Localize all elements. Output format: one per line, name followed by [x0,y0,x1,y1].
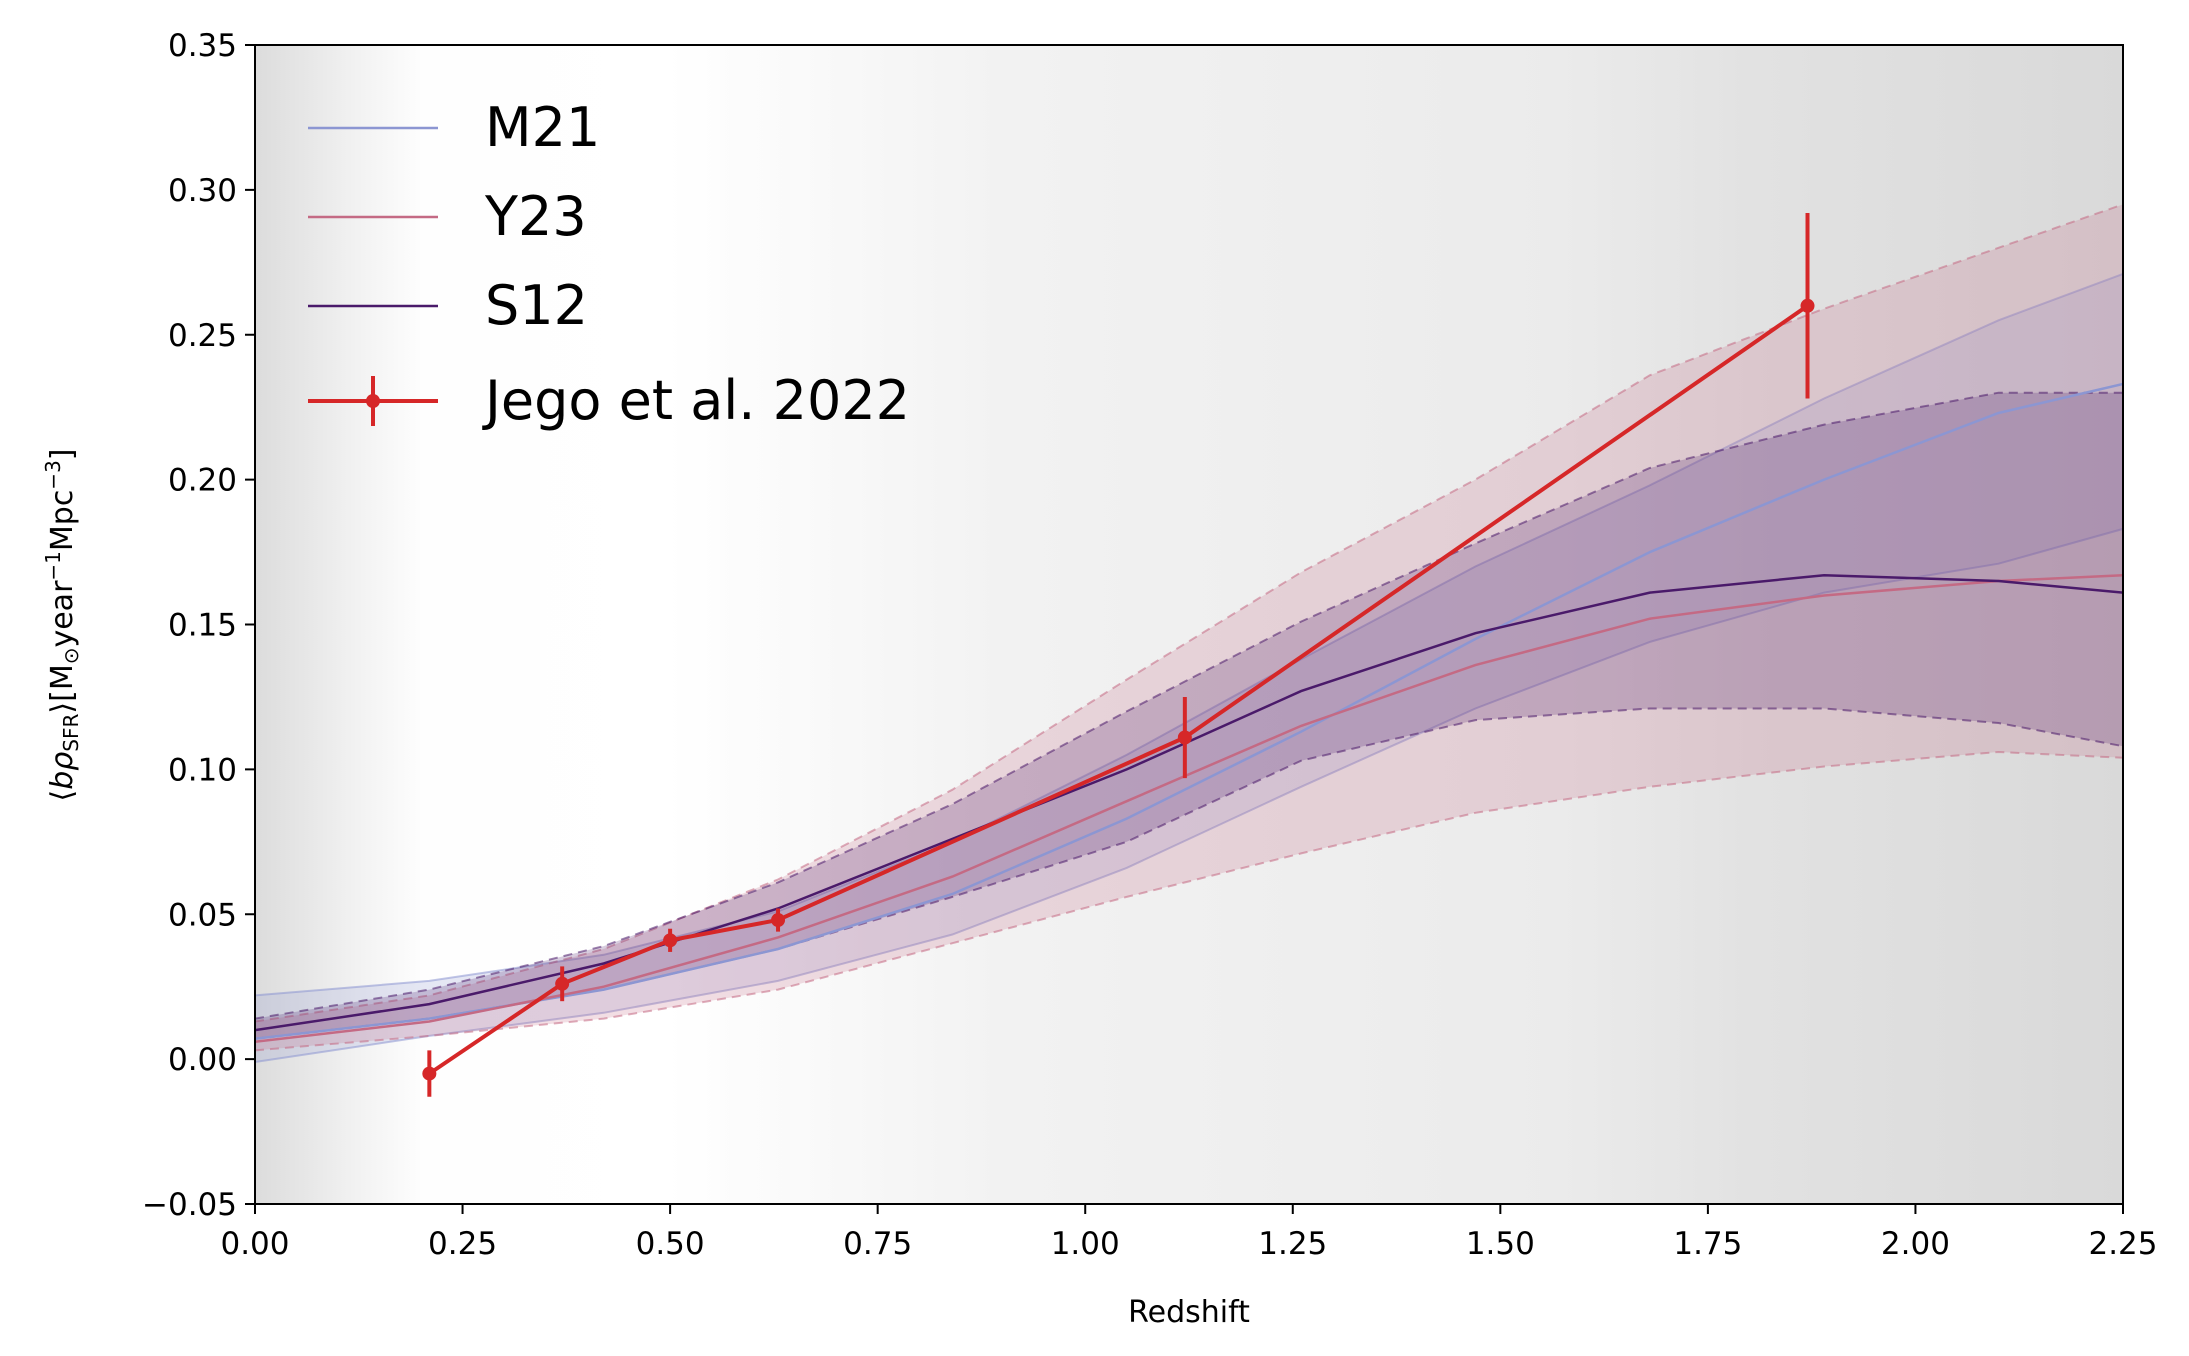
x-tick-label: 0.75 [843,1226,912,1262]
observation-series [422,213,1815,1097]
y-axis-ticks: −0.05 0.00 0.05 0.10 0.15 0.20 0.25 0.30 0.35 [142,28,255,1223]
legend-swatch-jego-marker [366,394,380,408]
point-jego-1 [555,976,570,991]
x-tick-label: 1.75 [1673,1226,1742,1262]
legend: M21 Y23 S12 Jego et al. 2022 [308,96,910,432]
line-jego-2022 [428,304,1809,1076]
legend-label-y23: Y23 [484,185,587,248]
x-tick-label: 1.00 [1051,1226,1120,1262]
x-tick-label: 0.00 [220,1226,289,1262]
point-jego-5 [1800,298,1815,313]
plot-background [255,45,2123,1204]
x-tick-label: 1.50 [1466,1226,1535,1262]
band-edge-m21-upper [255,272,2123,997]
line-m21 [255,382,2123,1041]
point-jego-3 [771,913,786,928]
y-tick-label: 0.25 [168,318,237,354]
y-axis-label: ⟨bρSFR⟩[M⊙year−1Mpc−3] [41,448,83,801]
band-edge-s12-upper [255,391,2123,1020]
point-jego-4 [1177,730,1192,745]
y-tick-label: 0.20 [168,463,237,499]
y-tick-label: 0.35 [168,28,237,64]
band-edge-m21-lower [255,527,2123,1063]
y-tick-label: 0.30 [168,173,237,209]
band-y23 [255,204,2123,1051]
x-axis-label: Redshift [1128,1295,1250,1330]
point-jego-0 [422,1066,437,1081]
line-y23 [255,573,2123,1043]
legend-label-s12: S12 [485,274,588,337]
y-tick-label: −0.05 [142,1187,237,1223]
band-m21 [255,273,2123,1062]
x-tick-label: 0.25 [428,1226,497,1262]
legend-label-m21: M21 [485,96,600,159]
x-axis-ticks: 0.00 0.25 0.50 0.75 1.00 1.25 1.50 1.75 2.00 2.25 [220,1204,2158,1262]
band-s12 [255,392,2123,1039]
y-tick-label: 0.00 [168,1042,237,1078]
x-tick-label: 0.50 [636,1226,705,1262]
x-tick-label: 2.25 [2088,1226,2157,1262]
point-jego-2 [663,933,678,948]
y-tick-label: 0.05 [168,897,237,933]
line-s12 [255,573,2123,1032]
model-lines [255,382,2123,1043]
band-edge-y23-lower [255,750,2123,1052]
y-tick-label: 0.15 [168,608,237,644]
legend-label-jego: Jego et al. 2022 [482,369,910,432]
x-tick-label: 2.00 [1881,1226,1950,1262]
x-tick-label: 1.25 [1258,1226,1327,1262]
y-tick-label: 0.10 [168,752,237,788]
